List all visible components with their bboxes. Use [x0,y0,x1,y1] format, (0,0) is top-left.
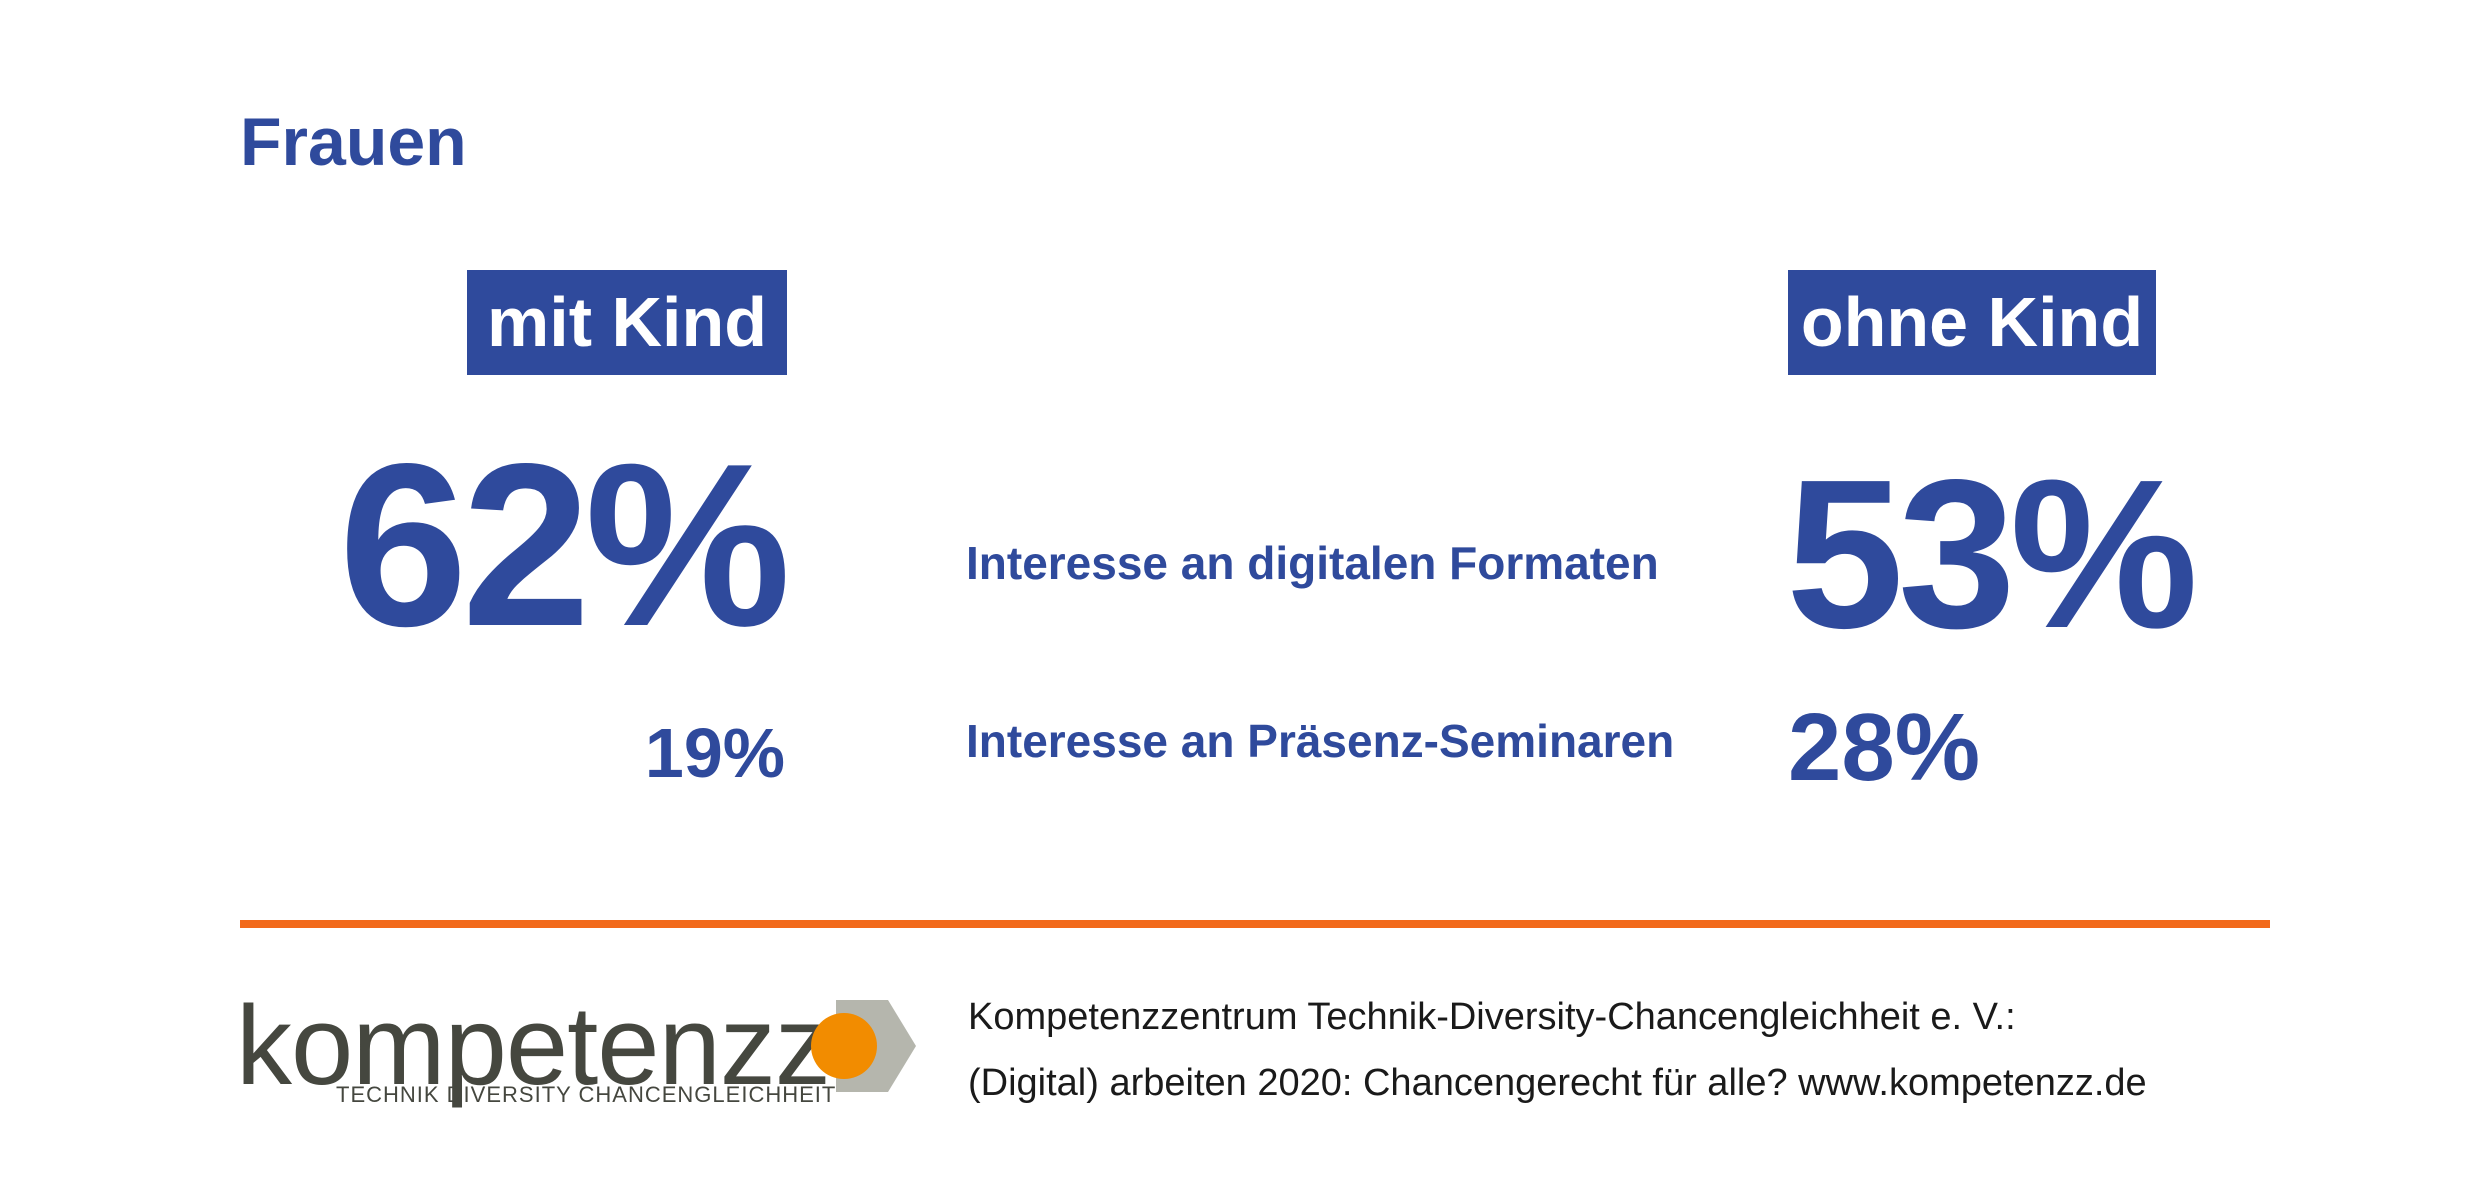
value-praesenz-mit-kind: 19% [644,714,785,792]
kompetenzz-logo: kompetenzz TECHNIK DIVERSITY CHANCENGLEI… [236,990,916,1120]
logo-tagline: TECHNIK DIVERSITY CHANCENGLEICHHEIT [336,1082,837,1107]
logo-wordmark: kompetenzz [236,983,831,1108]
row-label-digital: Interesse an digitalen Formaten [966,537,1659,589]
credit-line-1: Kompetenzzentrum Technik-Diversity-Chanc… [968,996,2016,1038]
value-digital-mit-kind: 62% [338,416,791,675]
divider-line [240,920,2270,928]
column-label-ohne-kind: ohne Kind [1788,270,2156,375]
row-label-praesenz: Interesse an Präsenz-Seminaren [966,715,1675,767]
kompetenzz-logo-mark-icon [811,1000,916,1092]
value-praesenz-ohne-kind: 28% [1788,694,1981,801]
value-digital-ohne-kind: 53% [1786,435,2198,672]
column-label-mit-kind: mit Kind [467,270,787,375]
page-title: Frauen [240,104,467,180]
credit-line-2: (Digital) arbeiten 2020: Chancengerecht … [968,1062,2147,1104]
